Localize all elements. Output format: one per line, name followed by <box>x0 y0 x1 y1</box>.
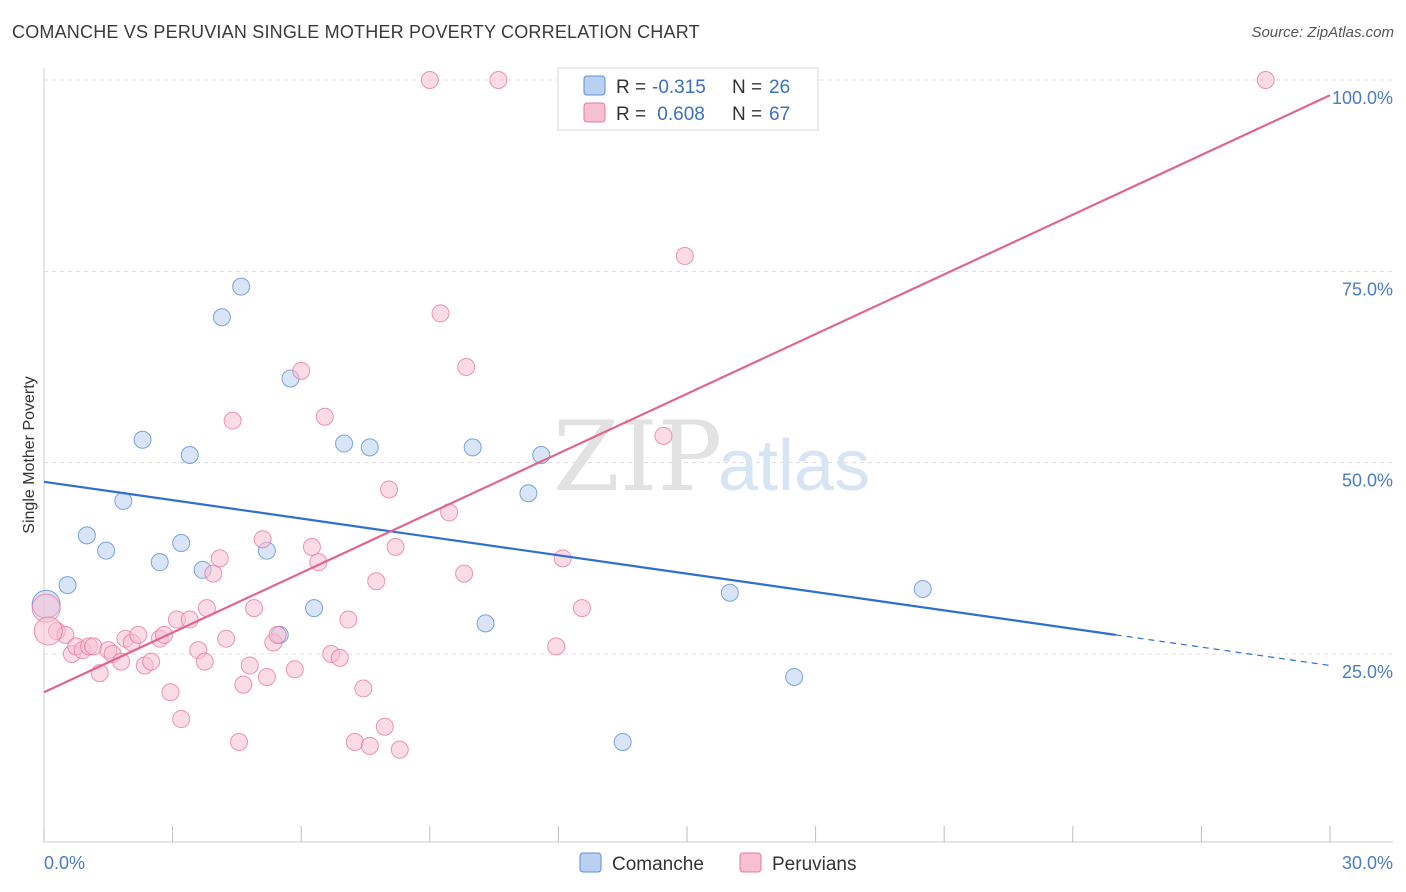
comanche-point-1 <box>58 576 77 595</box>
peruvians-point-48 <box>360 736 379 755</box>
comanche-point-23 <box>720 583 739 602</box>
peruvians-point-55 <box>431 304 450 323</box>
peruvians-point-34 <box>253 530 272 549</box>
peruvians-point-44 <box>330 648 349 667</box>
peruvians-point-49 <box>367 572 386 591</box>
y-tick-label-50: 50.0% <box>1342 471 1393 491</box>
axes: 25.0% 50.0% 75.0% 100.0% <box>43 68 1393 843</box>
comanche-point-11 <box>232 277 251 296</box>
comanche-point-22 <box>613 733 632 752</box>
x-tick-label-min: 0.0% <box>44 853 85 873</box>
peruvians-point-52 <box>386 537 405 556</box>
comanche-legend-swatch <box>583 75 606 96</box>
peruvians-point-59 <box>489 71 508 89</box>
comanche-point-8 <box>180 446 199 465</box>
peruvians-point-30 <box>230 733 249 752</box>
legend-label-comanche: Comanche <box>612 854 704 875</box>
peruvians-point-31 <box>234 675 253 694</box>
peruvians-point-29 <box>223 411 242 430</box>
peruvians-point-38 <box>285 660 304 679</box>
peruvians-point-57 <box>455 564 474 583</box>
peruvians-point-37 <box>268 625 287 644</box>
comanche-point-17 <box>360 438 379 457</box>
trend-lines <box>43 94 1331 694</box>
legend-label-peruvians: Peruvians <box>772 854 857 875</box>
peruvians-point-46 <box>345 733 364 752</box>
comanche-point-10 <box>212 308 231 327</box>
peruvians-point-66 <box>33 616 63 646</box>
comanche-point-18 <box>463 438 482 457</box>
peruvians-n-label: N = <box>732 104 762 125</box>
chart-source: Source: ZipAtlas.com <box>1251 24 1394 41</box>
y-tick-label-75: 75.0% <box>1342 279 1393 299</box>
peruvians-point-58 <box>457 358 476 376</box>
peruvians-point-16 <box>142 652 161 671</box>
comanche-r-value: -0.315 <box>652 77 706 98</box>
watermark-atlas: atlas <box>718 426 870 506</box>
peruvians-point-42 <box>315 407 334 426</box>
correlation-legend: R = -0.315 N = 26 R = 0.608 N = 67 <box>557 67 819 131</box>
comanche-n-label: N = <box>732 77 762 98</box>
grid-lines <box>44 79 1393 655</box>
legend-swatch-peruvians <box>739 852 762 873</box>
comanche-trend-line <box>43 480 1116 636</box>
y-tick-label-100: 100.0% <box>1332 88 1393 108</box>
comanche-point-6 <box>150 553 169 572</box>
comanche-point-20 <box>519 484 538 503</box>
comanche-point-16 <box>335 434 354 453</box>
legend-swatch-comanche <box>579 852 602 873</box>
peruvians-n-value: 67 <box>769 104 790 125</box>
comanche-point-7 <box>172 534 191 553</box>
comanche-point-5 <box>133 430 152 449</box>
peruvians-point-51 <box>380 480 399 499</box>
peruvians-point-19 <box>161 683 180 702</box>
comanche-trend-extension <box>1115 634 1331 667</box>
peruvians-point-63 <box>654 426 673 445</box>
x-tick-label-max: 30.0% <box>1342 853 1393 873</box>
comanche-n-value: 26 <box>769 77 790 98</box>
peruvians-point-7 <box>84 637 103 656</box>
watermark-zip: ZIP <box>553 401 722 513</box>
watermark: ZIP atlas <box>553 401 870 513</box>
comanche-point-19 <box>476 614 495 633</box>
peruvians-point-24 <box>195 652 214 671</box>
peruvians-legend-swatch <box>583 102 606 123</box>
peruvians-point-62 <box>572 599 591 618</box>
peruvians-point-53 <box>390 740 409 759</box>
peruvians-point-39 <box>292 361 311 380</box>
peruvians-r-value: 0.608 <box>652 104 705 125</box>
comanche-point-2 <box>77 526 96 545</box>
peruvians-point-14 <box>129 625 148 644</box>
peruvians-point-35 <box>257 667 276 686</box>
peruvians-trend-line <box>43 94 1331 694</box>
peruvians-point-50 <box>375 717 394 736</box>
peruvians-point-27 <box>210 549 229 568</box>
peruvians-point-21 <box>172 710 191 729</box>
comanche-point-24 <box>785 667 804 686</box>
chart-title: COMANCHE VS PERUVIAN SINGLE MOTHER POVER… <box>12 22 700 42</box>
peruvians-point-47 <box>354 679 373 698</box>
peruvians-point-64 <box>675 247 694 266</box>
series-legend: Comanche Peruvians <box>579 852 857 875</box>
peruvians-point-26 <box>204 564 223 583</box>
peruvians-point-45 <box>339 610 358 629</box>
y-tick-label-25: 25.0% <box>1342 662 1393 682</box>
peruvians-point-33 <box>245 599 264 618</box>
comanche-r-label: R = <box>616 77 646 98</box>
peruvians-point-60 <box>547 637 566 656</box>
peruvians-point-61 <box>553 549 572 568</box>
peruvians-point-28 <box>217 629 236 648</box>
comanche-point-25 <box>913 579 932 598</box>
peruvians-point-40 <box>302 537 321 556</box>
peruvians-point-32 <box>240 656 259 675</box>
y-axis-title: Single Mother Poverty <box>21 376 38 533</box>
comanche-point-15 <box>305 599 324 618</box>
peruvians-point-65 <box>1256 71 1275 89</box>
comanche-point-3 <box>97 541 116 560</box>
peruvians-point-54 <box>420 71 439 89</box>
data-points <box>31 71 1275 759</box>
peruvians-r-label: R = <box>616 104 646 125</box>
